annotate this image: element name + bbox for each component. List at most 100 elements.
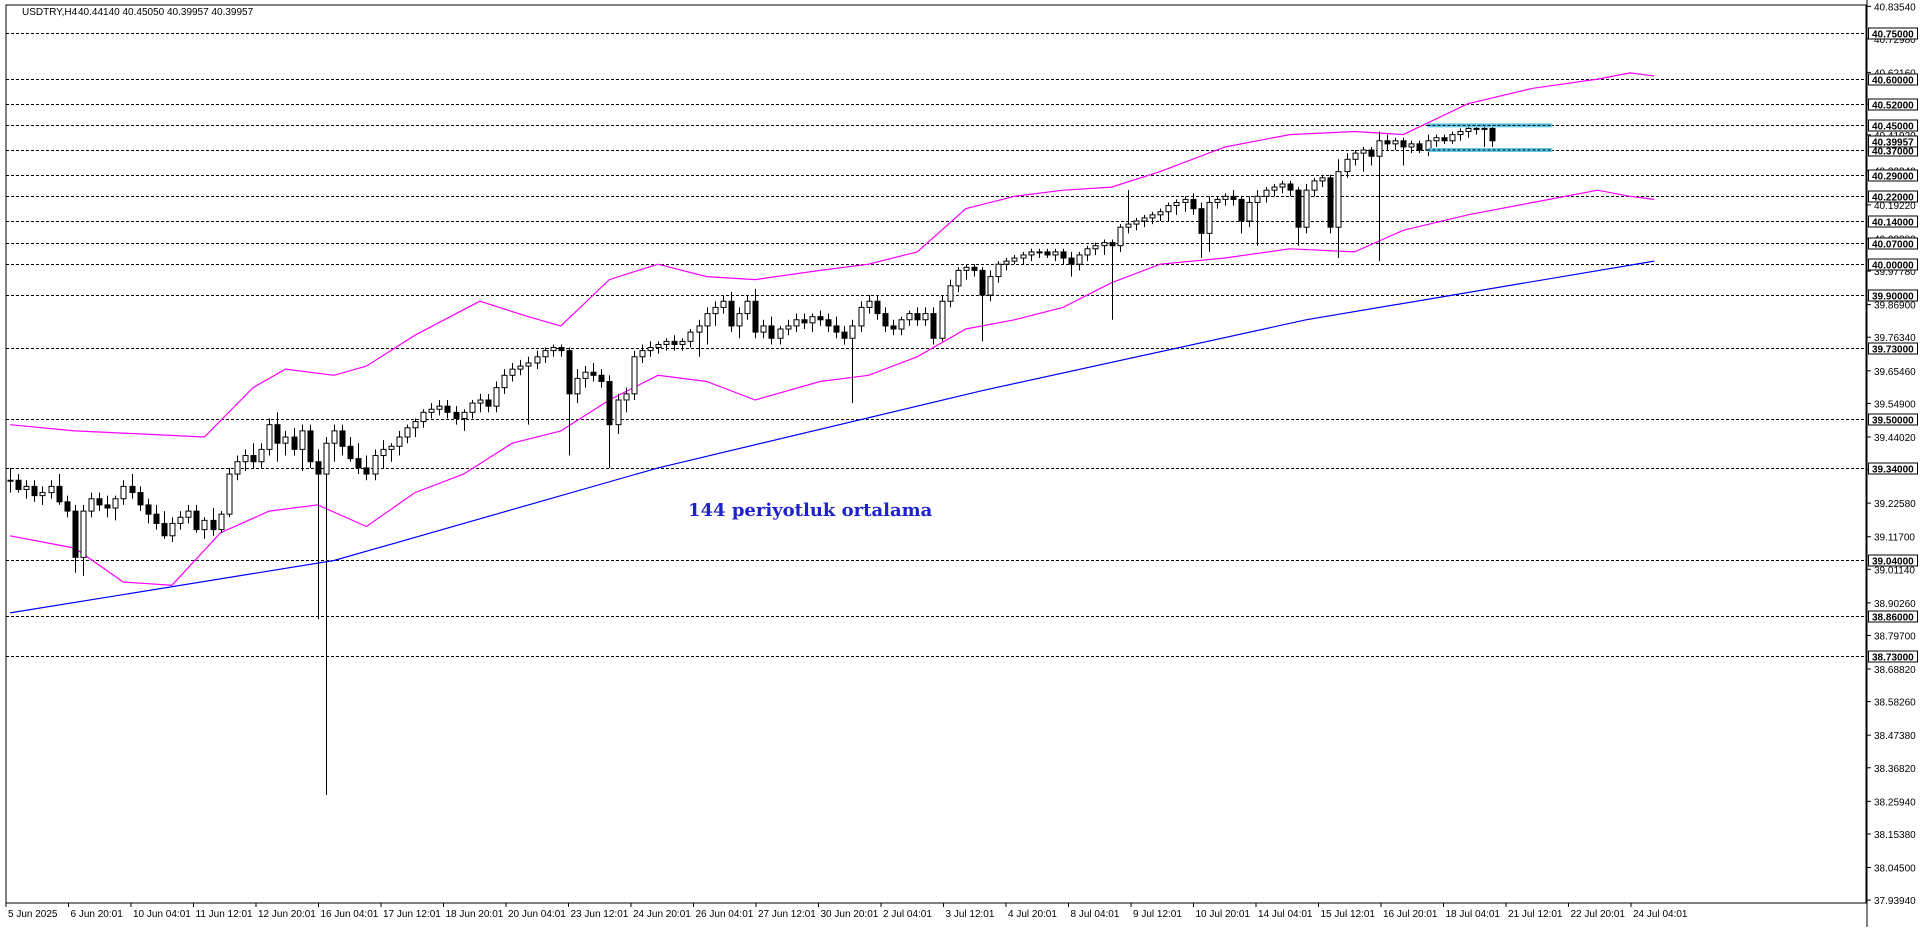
chart-ohlc-label: 40.44140 40.45050 40.39957 40.39957 bbox=[78, 7, 254, 18]
candle-body bbox=[1400, 140, 1407, 148]
price-level-label: 39.73000 bbox=[1872, 345, 1914, 356]
candle-body bbox=[1327, 177, 1334, 228]
candle bbox=[1465, 125, 1472, 138]
price-tick-label: 40.72980 bbox=[1874, 35, 1916, 46]
candle-body bbox=[890, 325, 897, 330]
candle bbox=[23, 480, 30, 499]
candle-body bbox=[1141, 217, 1148, 222]
price-level-tag-inner bbox=[1869, 259, 1917, 270]
candle-body bbox=[720, 300, 727, 308]
time-tick-label: 27 Jun 12:01 bbox=[758, 909, 816, 920]
candle bbox=[590, 362, 597, 382]
price-tick-label: 38.04500 bbox=[1874, 864, 1916, 875]
candle-body bbox=[1182, 198, 1189, 203]
candle-body bbox=[793, 319, 800, 327]
price-level-label: 39.34000 bbox=[1872, 465, 1914, 476]
price-tick-label: 39.01140 bbox=[1874, 565, 1915, 576]
candle-body bbox=[704, 313, 711, 327]
candle-body bbox=[955, 269, 962, 287]
candle-body bbox=[671, 340, 678, 345]
moving-average-annotation: 144 periyotluk ortalama bbox=[688, 500, 933, 521]
candle bbox=[307, 424, 314, 468]
candle-body bbox=[785, 325, 792, 330]
candle bbox=[1003, 258, 1010, 271]
price-level-label: 38.73000 bbox=[1872, 653, 1914, 664]
candle-body bbox=[1020, 254, 1027, 259]
candle-body bbox=[145, 504, 152, 515]
candle-body bbox=[161, 522, 168, 537]
candle-body bbox=[728, 300, 735, 327]
candle bbox=[882, 307, 889, 333]
candle bbox=[96, 492, 103, 512]
candle-body bbox=[647, 347, 654, 352]
candle bbox=[266, 418, 273, 456]
candle-body bbox=[1408, 143, 1415, 148]
candle bbox=[930, 307, 937, 345]
time-tick-label: 15 Jul 12:01 bbox=[1321, 909, 1376, 920]
candle bbox=[631, 350, 638, 400]
time-tick-label: 26 Jun 04:01 bbox=[696, 909, 754, 920]
candle bbox=[372, 449, 379, 481]
price-tick-label: 39.22580 bbox=[1874, 499, 1916, 510]
candle-body bbox=[80, 510, 87, 558]
candle bbox=[542, 347, 549, 363]
price-level-tag-inner bbox=[1869, 120, 1917, 131]
range-box bbox=[1427, 123, 1553, 153]
candle bbox=[1238, 196, 1245, 234]
candle-body bbox=[64, 501, 71, 512]
candle-body bbox=[1368, 149, 1375, 157]
candle bbox=[1449, 131, 1456, 144]
candle-body bbox=[679, 340, 686, 345]
candle bbox=[598, 369, 605, 388]
candle-body bbox=[1011, 257, 1018, 262]
candle bbox=[1125, 190, 1132, 234]
candle-body bbox=[31, 485, 38, 497]
candle-body bbox=[801, 319, 808, 324]
price-tick-label: 40.83540 bbox=[1874, 2, 1916, 13]
candle bbox=[914, 307, 921, 326]
candle-body bbox=[307, 430, 314, 463]
candle bbox=[1028, 248, 1035, 262]
candle bbox=[1141, 214, 1148, 228]
candle-body bbox=[1376, 140, 1383, 157]
candle-body bbox=[1465, 127, 1472, 133]
candle bbox=[890, 319, 897, 336]
candle-body bbox=[663, 340, 670, 345]
candle bbox=[112, 495, 119, 521]
time-tick-label: 2 Jul 04:01 bbox=[883, 909, 932, 920]
candle bbox=[104, 495, 111, 518]
time-tick-label: 8 Jul 04:01 bbox=[1071, 909, 1120, 920]
candle-body bbox=[712, 306, 719, 315]
candle bbox=[1052, 248, 1059, 262]
candle bbox=[801, 313, 808, 330]
candle-body bbox=[687, 331, 694, 342]
candle-body bbox=[363, 467, 370, 475]
candle-body bbox=[226, 473, 233, 515]
candle-body bbox=[323, 442, 330, 475]
candle-body bbox=[48, 485, 55, 494]
candle-body bbox=[250, 455, 257, 463]
candle bbox=[72, 504, 79, 573]
candle bbox=[201, 517, 208, 539]
candle-body bbox=[898, 319, 905, 330]
candle bbox=[380, 440, 387, 468]
candle-body bbox=[590, 371, 597, 376]
candle-body bbox=[1295, 189, 1302, 228]
candle bbox=[582, 366, 589, 388]
candle bbox=[1392, 137, 1399, 151]
candle bbox=[412, 418, 419, 438]
candle-body bbox=[1173, 201, 1180, 207]
price-level-tag-inner bbox=[1869, 651, 1917, 662]
candle bbox=[1157, 208, 1164, 222]
time-tick-label: 16 Jun 04:01 bbox=[321, 909, 379, 920]
candle bbox=[339, 424, 346, 456]
candle-body bbox=[1060, 251, 1067, 259]
candle-body bbox=[777, 328, 784, 339]
price-level-label: 39.04000 bbox=[1872, 557, 1914, 568]
candle bbox=[1425, 134, 1432, 157]
candle-body bbox=[104, 504, 111, 509]
bollinger-upper-line bbox=[9, 72, 1655, 438]
candle-body bbox=[372, 455, 379, 475]
candle-body bbox=[477, 399, 484, 404]
